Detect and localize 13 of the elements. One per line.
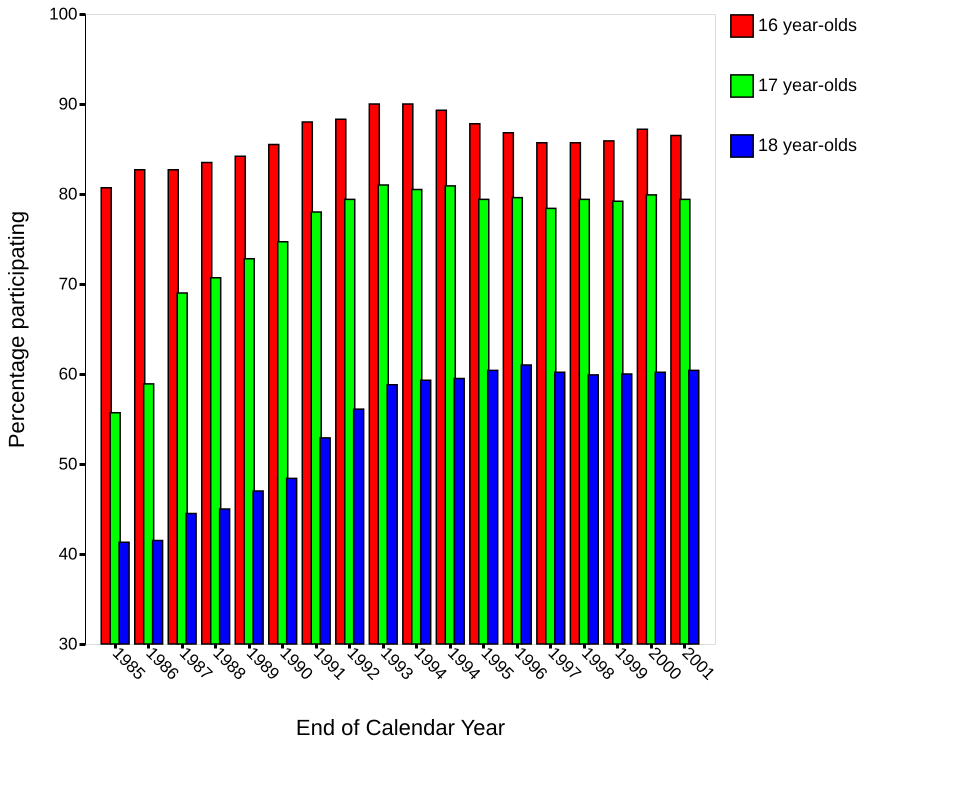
y-tick-label: 40 <box>58 544 78 564</box>
y-tick-label: 90 <box>58 94 78 114</box>
y-tick-label: 70 <box>58 274 78 294</box>
y-axis-title: Percentage participating <box>4 210 30 448</box>
y-tick-label: 50 <box>58 454 78 474</box>
y-tick-label: 60 <box>58 364 78 384</box>
legend-label: 17 year-olds <box>758 75 858 95</box>
y-tick-label: 100 <box>49 4 78 24</box>
x-axis-title: End of Calendar Year <box>296 714 506 740</box>
y-tick-label: 30 <box>58 634 78 654</box>
legend-label: 18 year-olds <box>758 135 858 155</box>
legend-label: 16 year-olds <box>758 15 858 35</box>
y-tick-label: 80 <box>58 184 78 204</box>
